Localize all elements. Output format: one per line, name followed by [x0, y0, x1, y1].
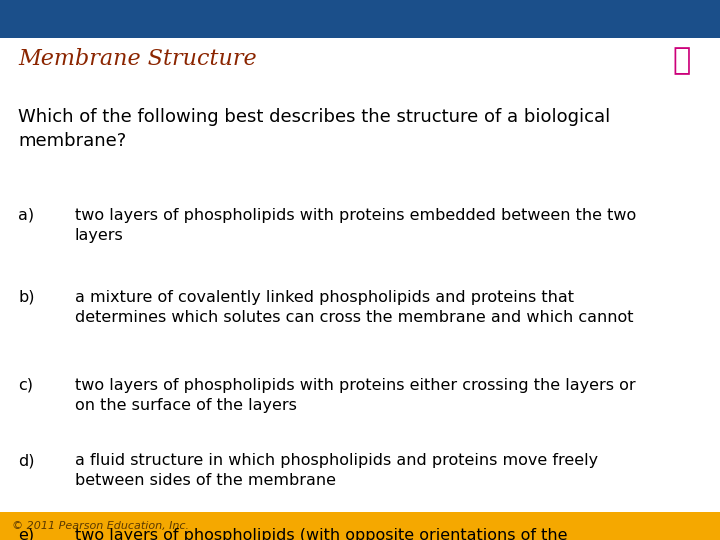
- Text: Which of the following best describes the structure of a biological
membrane?: Which of the following best describes th…: [18, 108, 611, 150]
- Text: two layers of phospholipids with proteins embedded between the two
layers: two layers of phospholipids with protein…: [75, 208, 636, 244]
- Text: a fluid structure in which phospholipids and proteins move freely
between sides : a fluid structure in which phospholipids…: [75, 453, 598, 488]
- Text: ⓘ: ⓘ: [673, 46, 691, 75]
- Text: d): d): [18, 453, 35, 468]
- Bar: [0, 512, 720, 540]
- Text: Membrane Structure: Membrane Structure: [18, 48, 256, 70]
- Text: two layers of phospholipids with proteins either crossing the layers or
on the s: two layers of phospholipids with protein…: [75, 378, 636, 414]
- Text: a): a): [18, 208, 34, 223]
- Text: © 2011 Pearson Education, Inc.: © 2011 Pearson Education, Inc.: [12, 521, 189, 531]
- Text: b): b): [18, 290, 35, 305]
- Text: a mixture of covalently linked phospholipids and proteins that
determines which : a mixture of covalently linked phospholi…: [75, 290, 634, 326]
- Text: c): c): [18, 378, 33, 393]
- Text: two layers of phospholipids (with opposite orientations of the
phospholipids in : two layers of phospholipids (with opposi…: [75, 528, 621, 540]
- Bar: [0, 0, 720, 38]
- Text: e): e): [18, 528, 34, 540]
